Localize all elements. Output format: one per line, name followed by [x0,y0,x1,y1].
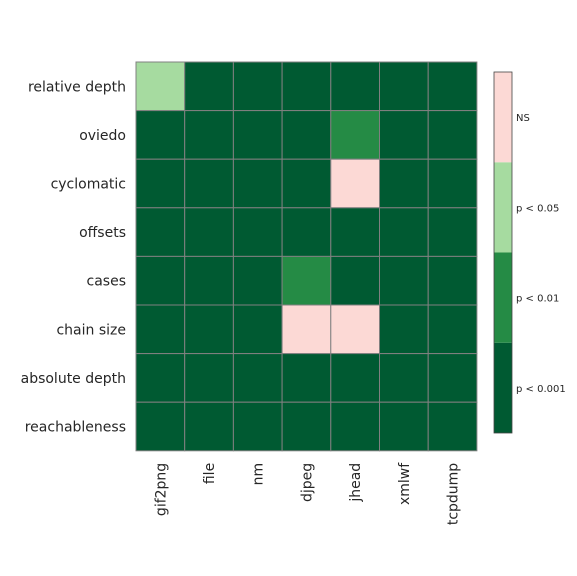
heatmap-cells [135,61,478,452]
heatmap-cell [330,304,380,355]
heatmap-cell [135,401,186,452]
row-label: chain size [56,322,126,338]
heatmap-cell [379,110,429,160]
heatmap-cell [281,255,332,306]
row-label: cyclomatic [51,177,126,193]
heatmap-cell [427,255,478,306]
colorbar-outline [493,71,513,434]
column-label: nm [251,463,267,486]
heatmap-cell [281,158,332,209]
heatmap-cell [281,304,332,355]
heatmap-cell [281,61,332,112]
heatmap-cell [232,207,283,257]
heatmap-cell [379,353,429,403]
heatmap-cell [184,158,234,209]
column-label: jhead [348,463,364,503]
heatmap-cell [232,304,283,355]
column-label: file [202,463,218,484]
heatmap-cell [135,61,186,112]
heatmap-cell [232,61,283,112]
heatmap-cell [184,401,234,452]
heatmap-cell [427,61,478,112]
heatmap-cell [135,353,186,403]
row-label: relative depth [28,79,126,95]
heatmap-cell [379,255,429,306]
heatmap-cell [330,207,380,257]
heatmap-cell [281,207,332,257]
column-label: xmlwf [397,462,413,505]
heatmap-cell [281,110,332,160]
heatmap-cell [379,207,429,257]
heatmap-cell [427,158,478,209]
heatmap-cell [379,401,429,452]
row-label: oviedo [79,128,126,144]
heatmap-cell [330,353,380,403]
colorbar: p < 0.001 p < 0.01 p < 0.05 NS [493,71,566,434]
heatmap-cell [427,110,478,160]
heatmap-cell [135,255,186,306]
heatmap-cell [330,61,380,112]
heatmap-cell [232,110,283,160]
heatmap-cell [379,158,429,209]
colorbar-segment [494,162,512,253]
heatmap-cell [281,401,332,452]
row-label: cases [87,274,126,290]
colorbar-segment [494,72,512,163]
colorbar-label: p < 0.01 [516,294,559,305]
heatmap-cell [330,255,380,306]
heatmap-cell [232,353,283,403]
heatmap-cell [184,207,234,257]
row-label: reachableness [25,420,126,436]
row-label: offsets [79,225,126,241]
colorbar-label: NS [516,113,530,124]
heatmap-cell [135,110,186,160]
heatmap-cell [427,353,478,403]
heatmap-cell [330,401,380,452]
heatmap-cell [379,61,429,112]
heatmap-cell [232,158,283,209]
heatmap-cell [184,353,234,403]
heatmap-cell [135,207,186,257]
column-labels: gif2png file nm djpeg jhead xmlwf tcpdump [153,462,461,525]
heatmap-cell [135,158,186,209]
heatmap-cell [379,304,429,355]
heatmap-cell [427,207,478,257]
column-label: tcpdump [446,463,462,525]
heatmap-cell [184,255,234,306]
heatmap-cell [184,110,234,160]
heatmap-cell [281,353,332,403]
heatmap-cell [330,158,380,209]
heatmap-cell [427,401,478,452]
heatmap-cell [427,304,478,355]
colorbar-label: p < 0.05 [516,203,559,214]
heatmap-cell [232,255,283,306]
row-labels: relative depth oviedo cyclomatic offsets cas… [21,79,126,435]
heatmap-cell [184,61,234,112]
heatmap-cell [232,401,283,452]
column-label: djpeg [299,463,315,502]
heatmap-cell [184,304,234,355]
row-label: absolute depth [21,371,126,387]
column-label: gif2png [153,463,169,516]
colorbar-segment [494,342,512,433]
colorbar-label: p < 0.001 [516,384,566,395]
heatmap-cell [135,304,186,355]
colorbar-segment [494,252,512,343]
heatmap-cell [330,110,380,160]
